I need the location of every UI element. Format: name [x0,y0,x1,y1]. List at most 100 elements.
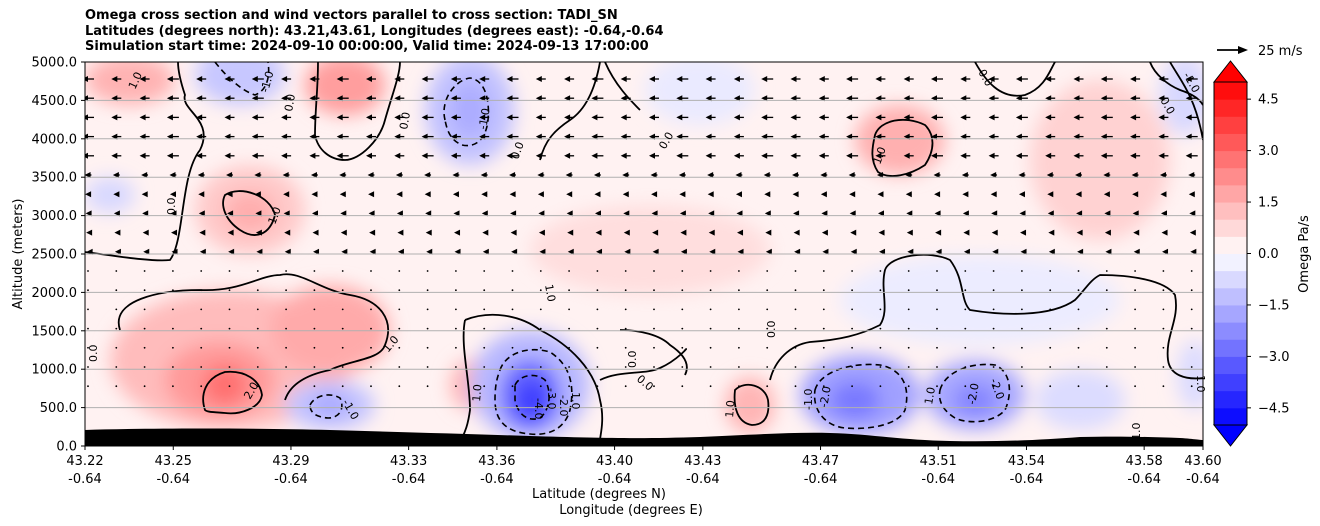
vector-head [707,172,714,178]
vector-head [396,210,403,217]
vector-head [676,133,683,140]
vector-dot [370,366,372,368]
vector-dot [200,289,203,292]
vector-dot [398,327,401,330]
vector-dot [992,366,995,368]
vector-head [790,76,797,82]
vector-head [820,172,827,178]
vector-head [622,191,629,198]
x-tick-label-lon: -0.64 [1186,472,1220,487]
vector-dot [87,270,89,272]
vector-head [963,229,970,236]
vector-head [761,76,768,82]
title-line-3: Simulation start time: 2024-09-10 00:00:… [85,39,649,54]
vector-dot [738,327,740,330]
vector-head [224,133,231,140]
vector-head [736,210,743,217]
x-tick-label-lat: 43.60 [1184,454,1221,469]
vector-dot [341,327,344,330]
vector-head [166,114,173,121]
title-line-1: Omega cross section and wind vectors par… [85,8,618,23]
vector-head [821,229,828,236]
vector-dot [681,366,684,368]
vector-head [85,114,88,121]
vector-dot [568,308,570,311]
vector-dot [1105,327,1108,330]
vector-dot [1049,327,1052,330]
vector-head [564,114,571,121]
x-tick-label-lon: -0.64 [1127,472,1161,487]
vector-head [676,152,683,159]
vector-head [336,114,343,121]
vector-head [1077,248,1084,255]
x-tick-label-lon: -0.64 [156,472,190,487]
vector-dot [624,366,627,368]
vector-dot [256,346,259,349]
vector-dot [964,270,967,272]
vector-dot [539,327,542,330]
vector-head [481,191,488,198]
vector-head [790,95,797,102]
vector-head [281,152,288,159]
vector-head [1048,248,1055,255]
vector-head [875,152,882,159]
vector-dot [681,385,684,388]
vector-head [339,172,346,178]
vector-head [624,248,631,255]
vector-head [849,210,856,217]
vector-dot [851,346,853,349]
vector-head [1047,210,1054,217]
vector-dot [879,385,882,388]
vector-head [1100,133,1107,140]
contour-label: 0.0 [165,198,178,216]
y-axis-label: Altitude (meters) [11,199,26,310]
vector-dot [907,385,910,388]
vector-head [878,229,885,236]
vector-key-arrowhead [1238,46,1248,54]
vector-head [620,114,627,121]
wind-vectors [85,76,1198,388]
vector-head [1100,95,1107,102]
vector-dot [200,270,203,272]
x-tick-label-lon: -0.64 [480,472,514,487]
vector-head [849,191,856,198]
y-tick-label: 3000.0 [32,209,78,224]
vector-head [564,152,571,159]
vector-dot [766,327,769,330]
title-line-2: Latitudes (degrees north): 43.21,43.61, … [85,23,664,39]
vector-head [313,248,320,255]
vector-head [114,248,121,255]
vector-dot [709,327,712,330]
vector-dot [143,270,146,272]
vector-dot [426,308,429,311]
vector-head [793,210,800,217]
colorbar-segment [1214,390,1247,409]
vector-head [227,210,234,217]
vector-dot [455,346,457,349]
vector-dot [624,289,627,292]
x-tick-label-lat: 43.25 [155,454,192,469]
vector-head [111,95,118,102]
colorbar-tick-label: 1.5 [1258,196,1279,211]
vector-dot [398,385,401,388]
vector-head [452,191,459,198]
vector-head [171,248,178,255]
contour-label: 1.0 [922,386,938,405]
vector-head [960,152,967,159]
vector-head [1015,95,1022,102]
vector-head [482,229,489,236]
vector-dot [200,385,203,388]
vector-head [139,133,146,140]
contour-label: -3.0 [545,388,558,409]
vector-dot [879,327,882,330]
vector-head [141,191,148,198]
contour-lines [85,62,1203,441]
vector-head [1073,133,1080,140]
vector-dot [1162,385,1165,388]
vector-dot [426,327,429,330]
vector-head [196,152,203,159]
vector-head [649,95,655,102]
vector-dot [1105,270,1108,272]
vector-dot [992,327,995,330]
vector-dot [228,346,231,349]
